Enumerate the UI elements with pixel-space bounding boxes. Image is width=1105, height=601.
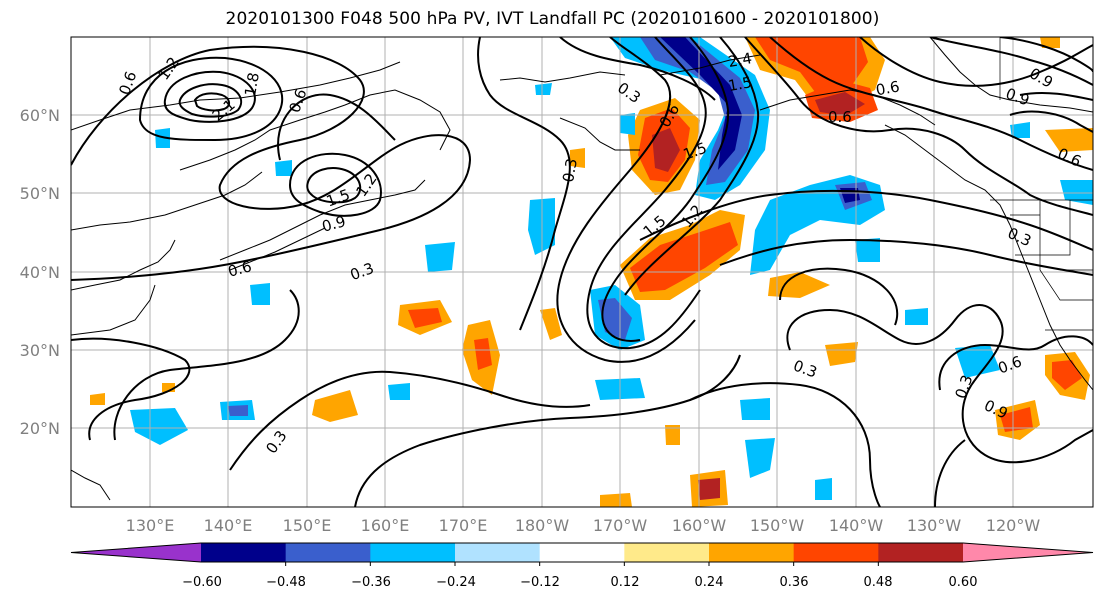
colorbar-segment xyxy=(539,543,625,562)
lat-label: 60°N xyxy=(20,106,60,125)
contour-label: 2.4 xyxy=(727,49,754,71)
lon-label: 170°E xyxy=(439,516,488,535)
map-frame xyxy=(70,36,1094,508)
colorbar-extend-low xyxy=(71,543,201,562)
lon-label: 170°W xyxy=(593,516,648,535)
contour-label: 1.5 xyxy=(727,73,754,95)
colorbar-tick-label: 0.60 xyxy=(949,575,978,590)
lon-label: 180°W xyxy=(515,516,570,535)
colorbar-segment xyxy=(878,543,964,562)
colorbar-tick-label: −0.12 xyxy=(520,575,560,590)
colorbar-segment xyxy=(709,543,795,562)
contour-label: 0.6 xyxy=(874,77,901,99)
colorbar-tick-label: −0.24 xyxy=(436,575,476,590)
longitude-labels: 130°E 140°E 150°E 160°E 170°E 180°W 170°… xyxy=(126,516,1041,535)
colorbar-tick-label: 0.12 xyxy=(611,575,640,590)
colorbar-segment xyxy=(370,543,456,562)
lat-label: 40°N xyxy=(20,263,60,282)
lat-label: 50°N xyxy=(20,184,60,203)
contour-label: 0.6 xyxy=(828,108,852,126)
lon-label: 150°E xyxy=(283,516,332,535)
colorbar-extend-high xyxy=(963,543,1093,562)
contour-label: 1.8 xyxy=(241,71,263,98)
lon-label: 130°W xyxy=(907,516,962,535)
lon-label: 150°W xyxy=(750,516,805,535)
positive-anomaly-shading xyxy=(90,37,1093,507)
colorbar-tick-label: −0.36 xyxy=(351,575,391,590)
lon-label: 140°W xyxy=(829,516,884,535)
lon-label: 160°W xyxy=(672,516,727,535)
contour-label: 0.6 xyxy=(226,257,254,281)
colorbar-tick-label: −0.60 xyxy=(182,575,222,590)
latitude-labels: 60°N 50°N 40°N 30°N 20°N xyxy=(20,106,60,438)
colorbar-segment xyxy=(793,543,879,562)
colorbar-tick-label: −0.48 xyxy=(266,575,306,590)
colorbar xyxy=(70,542,1094,566)
lat-label: 30°N xyxy=(20,341,60,360)
colorbar-tick-label: 0.36 xyxy=(780,575,809,590)
colorbar-segment xyxy=(455,543,541,562)
colorbar-tick-labels: −0.60 −0.48 −0.36 −0.24 −0.12 0.12 0.24 … xyxy=(182,575,977,590)
political-borders xyxy=(990,37,1093,331)
colorbar-segment xyxy=(624,543,710,562)
lon-label: 140°E xyxy=(204,516,253,535)
lat-label: 20°N xyxy=(20,419,60,438)
colorbar-segment xyxy=(201,543,287,562)
lon-label: 120°W xyxy=(986,516,1041,535)
colorbar-outline xyxy=(70,542,1094,563)
colorbar-tick-label: 0.24 xyxy=(695,575,724,590)
colorbar-segment xyxy=(285,543,371,562)
lon-label: 160°E xyxy=(361,516,410,535)
pv-contours xyxy=(71,37,1093,507)
contour-label: 0.9 xyxy=(320,212,348,236)
lon-label: 130°E xyxy=(126,516,175,535)
contour-label: 0.3 xyxy=(559,157,581,184)
colorbar-tick-label: 0.48 xyxy=(864,575,893,590)
map-title: 2020101300 F048 500 hPa PV, IVT Landfall… xyxy=(225,9,880,29)
